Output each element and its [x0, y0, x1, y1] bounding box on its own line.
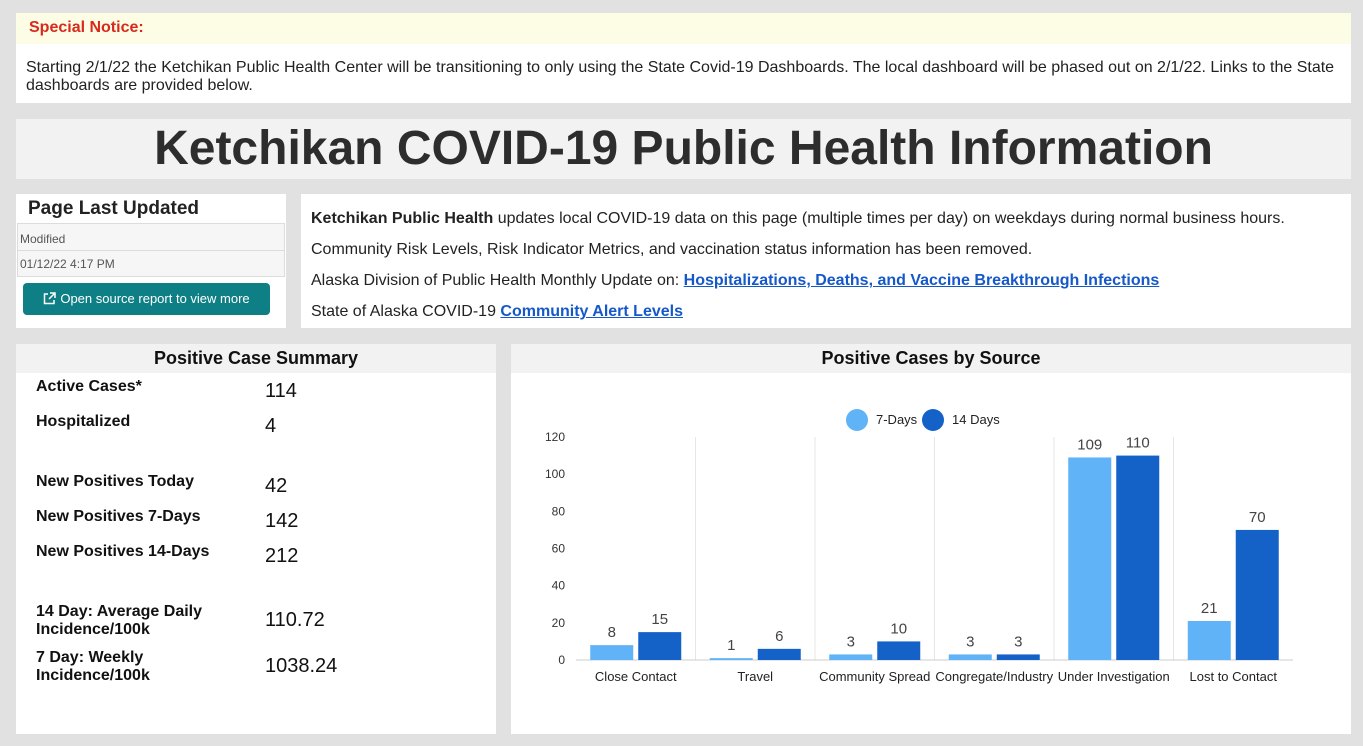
x-tick-label: Close Contact: [595, 669, 677, 684]
x-tick-label: Congregate/Industry: [935, 669, 1053, 684]
bar-14-days: [877, 641, 921, 660]
info-org-name: Ketchikan Public Health: [311, 210, 494, 227]
bar-14-days: [638, 632, 682, 660]
modified-label: Modified: [17, 223, 285, 251]
page-title: Ketchikan COVID-19 Public Health Informa…: [16, 119, 1351, 179]
info-panel: Ketchikan Public Health updates local CO…: [301, 194, 1351, 328]
info-line-3-text: Alaska Division of Public Health Monthly…: [311, 272, 684, 289]
y-tick-label: 20: [552, 616, 566, 630]
summary-value: 42: [265, 475, 288, 497]
last-updated-panel: Page Last Updated Modified 01/12/22 4:17…: [16, 194, 286, 328]
legend-label: 14 Days: [952, 412, 1000, 427]
summary-value: 212: [265, 545, 299, 567]
legend-swatch: [846, 409, 868, 431]
legend-swatch: [922, 409, 944, 431]
info-line-3: Alaska Division of Public Health Monthly…: [311, 272, 1351, 303]
summary-heading: Positive Case Summary: [16, 344, 496, 373]
modified-value: 01/12/22 4:17 PM: [17, 251, 285, 277]
info-line-2: Community Risk Levels, Risk Indicator Me…: [311, 241, 1033, 258]
external-link-icon: [43, 291, 60, 306]
open-source-report-label: Open source report to view more: [60, 291, 250, 306]
summary-value: 4: [265, 415, 277, 437]
summary-value: 142: [265, 510, 299, 532]
y-tick-label: 60: [552, 542, 566, 556]
data-label: 21: [1201, 600, 1218, 617]
x-tick-label: Under Investigation: [1058, 669, 1170, 684]
bar-14-days: [757, 648, 801, 660]
community-alert-levels-link[interactable]: Community Alert Levels: [500, 303, 683, 320]
summary-label: 7 Day: Weekly Incidence/100k: [36, 649, 150, 684]
summary-value: 114: [265, 380, 297, 402]
y-tick-label: 80: [552, 504, 566, 518]
bar-7-days: [829, 654, 873, 660]
data-label: 6: [775, 628, 783, 645]
last-updated-heading: Page Last Updated: [28, 198, 200, 219]
info-line-4-text: State of Alaska COVID-19: [311, 303, 501, 320]
y-tick-label: 0: [558, 653, 565, 667]
summary-value: 1038.24: [265, 655, 338, 677]
summary-label: New Positives 14-Days: [36, 543, 210, 560]
breakthrough-infections-link[interactable]: Hospitalizations, Deaths, and Vaccine Br…: [683, 272, 1160, 289]
summary-label: New Positives 7-Days: [36, 508, 201, 525]
notice-heading: Special Notice:: [16, 13, 1351, 44]
x-tick-label: Community Spread: [819, 669, 930, 684]
legend-label: 7-Days: [876, 412, 918, 427]
data-label: 3: [966, 633, 974, 650]
bar-7-days: [1187, 620, 1231, 660]
x-tick-label: Lost to Contact: [1190, 669, 1278, 684]
x-tick-label: Travel: [737, 669, 773, 684]
summary-value: 110.72: [265, 609, 325, 631]
data-label: 1: [727, 637, 735, 654]
cases-by-source-chart: 0 20 40 60 80 100 120 8 15 Close Contact 1 6 Travel 3…: [545, 409, 1293, 684]
info-line-4: State of Alaska COVID-19 Community Alert…: [311, 303, 1351, 334]
bar-7-days: [1068, 457, 1112, 660]
open-source-report-button[interactable]: Open source report to view more: [23, 283, 270, 315]
info-line-1: Ketchikan Public Health updates local CO…: [311, 210, 1351, 241]
bar-14-days: [1235, 529, 1279, 660]
data-label: 10: [890, 620, 907, 637]
y-tick-label: 100: [545, 467, 565, 481]
bar-14-days: [996, 654, 1040, 660]
bar-7-days: [948, 654, 992, 660]
info-line-1-text: updates local COVID-19 data on this page…: [493, 210, 1285, 227]
data-label: 109: [1077, 436, 1102, 453]
bar-7-days: [590, 645, 634, 660]
bar-14-days: [1116, 455, 1160, 660]
data-label: 70: [1249, 509, 1266, 526]
summary-label: Hospitalized: [36, 413, 131, 430]
notice-body: Starting 2/1/22 the Ketchikan Public Hea…: [26, 59, 1335, 94]
bar-7-days: [709, 658, 753, 660]
chart-heading: Positive Cases by Source: [511, 344, 1351, 373]
data-label: 8: [608, 624, 616, 641]
y-tick-label: 40: [552, 579, 566, 593]
positive-case-summary-panel: Positive Case Summary Active Cases* 114 …: [16, 344, 496, 734]
data-label: 3: [847, 633, 855, 650]
cases-by-source-panel: Positive Cases by Source 0 20 40 60 80 100 120…: [511, 344, 1351, 734]
data-label: 3: [1014, 633, 1022, 650]
y-tick-label: 120: [545, 430, 565, 444]
summary-label: New Positives Today: [36, 473, 194, 490]
summary-label: 14 Day: Average Daily Incidence/100k: [36, 603, 203, 638]
data-label: 110: [1126, 435, 1150, 452]
data-label: 15: [651, 611, 668, 628]
summary-label: Active Cases*: [36, 378, 142, 395]
special-notice-panel: Special Notice: Starting 2/1/22 the Ketc…: [16, 13, 1351, 103]
